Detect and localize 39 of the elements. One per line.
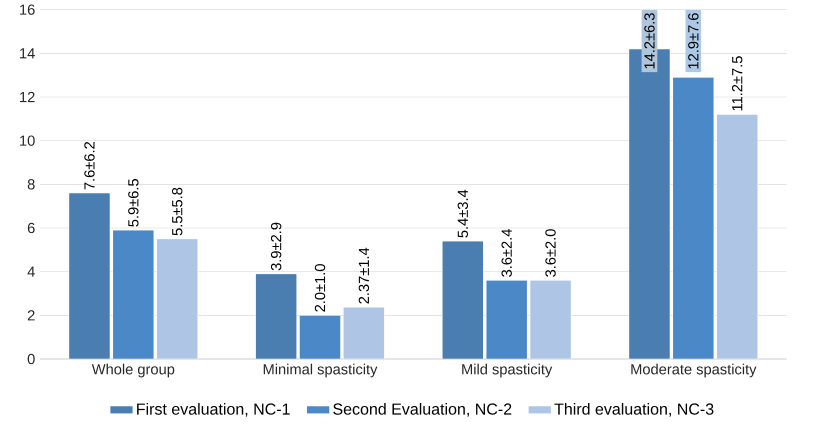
data-label: 3.6±2.4: [501, 229, 512, 277]
y-tick-label: 16: [20, 4, 35, 15]
bar: [112, 230, 154, 359]
legend-label: First evaluation, NC-1: [137, 403, 290, 417]
data-label: 12.9±7.6: [688, 13, 699, 68]
y-tick-label: 12: [20, 92, 35, 102]
bar: [343, 306, 385, 359]
data-label: 2.0±1.0: [314, 264, 326, 312]
x-tick-label: Whole group: [92, 364, 174, 378]
data-label: 14.2±6.3: [644, 13, 655, 68]
bar: [672, 77, 714, 359]
y-tick-label: 8: [28, 179, 35, 190]
data-label: 5.5±5.8: [172, 188, 182, 236]
data-label: 5.4±3.4: [458, 190, 468, 238]
data-label: 2.37±1.4: [358, 248, 370, 304]
y-tick-label: 10: [20, 135, 35, 146]
data-label: 3.6±2.0: [545, 229, 556, 277]
bar: [442, 240, 484, 359]
bar: [530, 280, 572, 359]
bar: [716, 114, 758, 359]
y-tick-label: 14: [20, 48, 35, 58]
data-label: 3.9±2.9: [270, 222, 282, 270]
bar: [299, 315, 341, 359]
data-label: 11.2±7.5: [732, 56, 742, 110]
bar: [255, 274, 297, 359]
data-label: 7.6±6.2: [84, 142, 95, 190]
y-tick-label: 4: [27, 266, 35, 277]
x-tick-label: Moderate spasticity: [631, 364, 756, 378]
bar: [156, 238, 198, 359]
x-tick-label: Minimal spasticity: [264, 364, 378, 378]
y-tick-label: 6: [28, 222, 35, 234]
y-tick-label: 2: [28, 310, 35, 320]
y-tick-label: 0: [28, 354, 35, 364]
x-tick-label: Mild spasticity: [462, 364, 552, 378]
bar: [486, 280, 528, 359]
data-label: 5.9±6.5: [128, 179, 139, 227]
legend-label: Third evaluation, NC-3: [554, 403, 714, 417]
bar: [68, 192, 110, 359]
legend-label: Second Evaluation, NC-2: [333, 403, 512, 417]
